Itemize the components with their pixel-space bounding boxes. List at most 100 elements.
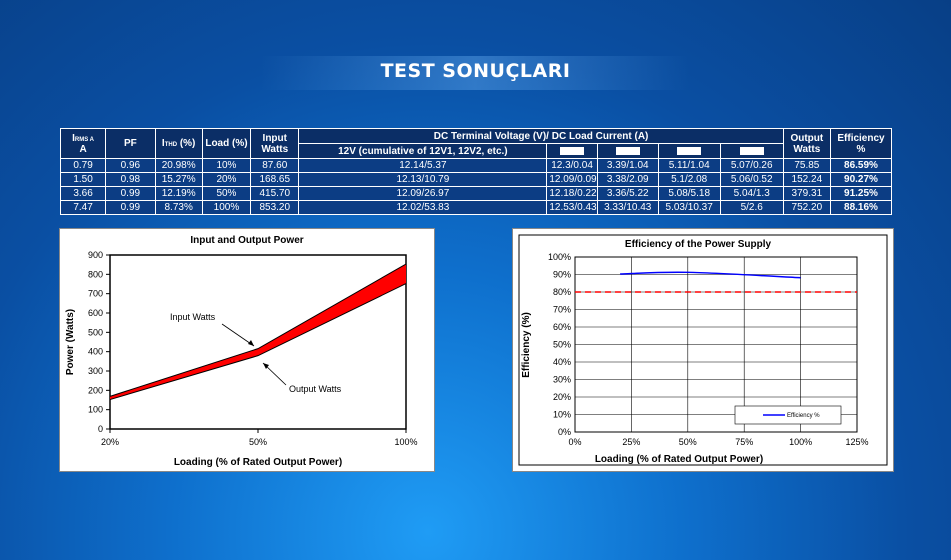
table-cell: 12.13/10.79	[298, 172, 548, 187]
table-cell: 5.11/1.04	[657, 158, 721, 173]
table-cell: 12.09/0.09	[546, 172, 598, 187]
table-cell: 7.47	[59, 200, 107, 215]
table-cell: 75.85	[782, 158, 831, 173]
table-cell: 5.06/0.52	[719, 172, 784, 187]
y-tick-label: 80%	[553, 287, 571, 297]
table-cell: 379.31	[782, 186, 831, 201]
table-subheader-row: 12V (cumulative of 12V1, 12V2, etc.)	[61, 143, 892, 159]
table-cell: 20.98%	[154, 158, 203, 173]
table-row: 3.66 0.99 12.19% 50% 415.70 12.09/26.97 …	[59, 186, 893, 201]
table-cell: 415.70	[250, 186, 300, 201]
table-cell: 1.50	[59, 172, 107, 187]
y-axis-label: Efficiency (%)	[521, 312, 532, 378]
x-tick-label: 125%	[845, 437, 868, 447]
annotation-input-watts: Input Watts	[170, 312, 216, 322]
chart-title: Input and Output Power	[190, 235, 303, 246]
table-cell: 152.24	[782, 172, 831, 187]
table-cell: 50%	[201, 186, 252, 201]
header-output-watts: Output Watts	[782, 128, 831, 159]
table-cell: 5.1/2.08	[657, 172, 721, 187]
table-cell: 0.98	[105, 172, 156, 187]
plot-area	[109, 254, 407, 430]
efficiency-chart: Efficiency of the Power Supply 0% 10% 20% 3…	[518, 234, 888, 466]
header-dc-12v: 12V (cumulative of 12V1, 12V2, etc.)	[298, 143, 548, 159]
header-efficiency: Efficiency %	[829, 128, 893, 159]
table-cell: 3.39/1.04	[596, 158, 659, 173]
table-cell-efficiency: 88.16%	[829, 200, 893, 215]
title-band	[260, 56, 690, 90]
table-cell: 20%	[201, 172, 252, 187]
x-tick-label: 100%	[789, 437, 812, 447]
table-row: 1.50 0.98 15.27% 20% 168.65 12.13/10.79 …	[59, 172, 893, 187]
table-cell: 5.03/10.37	[657, 200, 721, 215]
chart-title: Efficiency of the Power Supply	[625, 239, 772, 250]
power-loss-band	[110, 264, 406, 400]
y-tick-label: 50%	[553, 340, 571, 350]
y-axis-label: Power (Watts)	[65, 309, 76, 375]
table-cell: 0.99	[105, 200, 156, 215]
table-cell: 12.3/0.04	[546, 158, 598, 173]
y-tick-label: 60%	[553, 322, 571, 332]
header-pf: PF	[105, 128, 156, 159]
output-watts-line	[109, 283, 407, 401]
table-cell: 168.65	[250, 172, 300, 187]
table-cell: 12.09/26.97	[298, 186, 548, 201]
page-title: TEST SONUÇLARI	[380, 60, 571, 82]
x-tick-label: 0%	[568, 437, 581, 447]
legend: Efficiency %	[734, 405, 842, 425]
y-tick-label: 100%	[548, 252, 571, 262]
table-cell: 853.20	[250, 200, 300, 215]
annotation-arrow	[221, 323, 255, 347]
table-cell: 12.53/0.43	[546, 200, 598, 215]
table-cell-efficiency: 91.25%	[829, 186, 893, 201]
legend-label: Efficiency %	[787, 413, 820, 419]
efficiency-line	[620, 271, 801, 279]
table-cell: 12.18/0.22	[546, 186, 598, 201]
table-cell: 10%	[201, 158, 252, 173]
table-cell-efficiency: 86.59%	[829, 158, 893, 173]
table-cell: 3.36/5.22	[596, 186, 659, 201]
y-tick-label: 900	[88, 250, 103, 260]
y-tick-label: 10%	[553, 410, 571, 420]
table-cell: 0.79	[59, 158, 107, 173]
arrowhead	[248, 340, 254, 346]
table-cell-efficiency: 90.27%	[829, 172, 893, 187]
x-axis-label: Loading (% of Rated Output Power)	[595, 454, 763, 465]
y-tick-label: 200	[88, 385, 103, 395]
y-tick-label: 600	[88, 308, 103, 318]
y-tick-label: 30%	[553, 375, 571, 385]
y-tick-label: 0	[98, 424, 103, 434]
header-rail-swatch	[657, 143, 721, 159]
arrowhead	[263, 363, 269, 369]
power-chart-panel: Input and Output Power 0 100 200 300 400 500 6…	[59, 228, 435, 472]
y-tick-label: 500	[88, 327, 103, 337]
y-tick-label: 0%	[558, 427, 571, 437]
x-axis-label: Loading (% of Rated Output Power)	[174, 457, 342, 468]
table-cell: 3.38/2.09	[596, 172, 659, 187]
y-tick-label: 20%	[553, 392, 571, 402]
header-rail-swatch	[596, 143, 659, 159]
x-tick-label: 100%	[394, 437, 417, 447]
header-load: Load (%)	[201, 128, 252, 159]
table-cell: 5/2.6	[719, 200, 784, 215]
x-tick-label: 75%	[735, 437, 753, 447]
plot-area	[574, 256, 858, 433]
header-input-watts: Input Watts	[250, 128, 300, 159]
x-tick-label: 50%	[249, 437, 267, 447]
table-row: 0.79 0.96 20.98% 10% 87.60 12.14/5.37 12…	[59, 158, 893, 173]
table-cell: 87.60	[250, 158, 300, 173]
header-rail-swatch	[546, 143, 598, 159]
y-tick-label: 300	[88, 366, 103, 376]
y-tick-label: 40%	[553, 357, 571, 367]
header-dc-terminal: DC Terminal Voltage (V)/ DC Load Current…	[298, 128, 784, 144]
x-tick-label: 25%	[622, 437, 640, 447]
header-rail-swatch	[719, 143, 784, 159]
table-cell: 15.27%	[154, 172, 203, 187]
y-tick-label: 90%	[553, 270, 571, 280]
table-cell: 3.33/10.43	[596, 200, 659, 215]
table-cell: 12.19%	[154, 186, 203, 201]
y-tick-label: 800	[88, 269, 103, 279]
